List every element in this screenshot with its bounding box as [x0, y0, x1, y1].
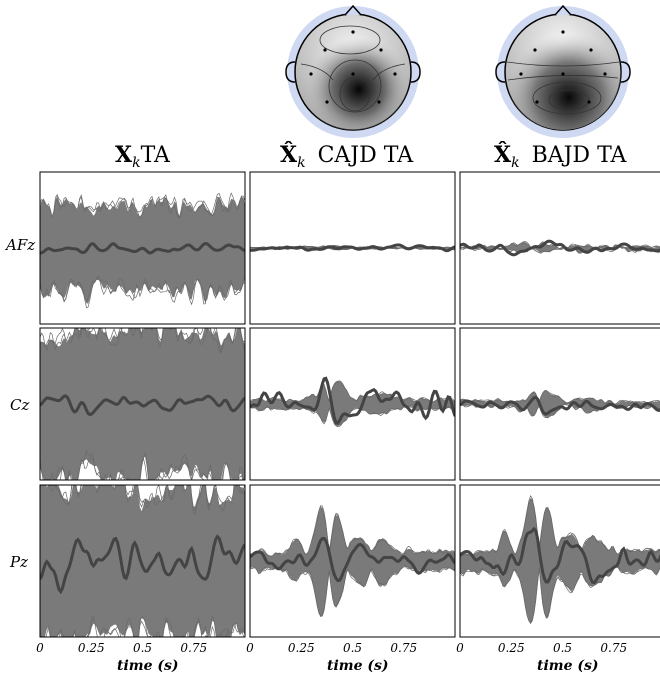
- x-axis-label-2: time (s): [537, 658, 599, 674]
- mean-line-pz-col2: [460, 526, 660, 585]
- col-title-0: XkTA: [115, 142, 171, 171]
- panel-grid: [39, 171, 660, 638]
- trial-line: [40, 485, 245, 515]
- trial-line: [40, 485, 245, 512]
- trial-line: [460, 245, 660, 254]
- x-tick-label: 0.75: [390, 641, 417, 655]
- band-pz-col1: [250, 507, 455, 616]
- mean-line-afz-col2: [460, 239, 660, 257]
- trial-line: [40, 449, 244, 480]
- x-axis-label-1: time (s): [327, 658, 389, 674]
- trial-line: [40, 456, 244, 480]
- mean-line-pz-col1: [250, 537, 455, 583]
- x-tick-label: 0.5: [553, 641, 572, 655]
- panel-cz-col0: [39, 327, 246, 481]
- topomap-cajd: [285, 4, 421, 138]
- panel-frame: [39, 171, 246, 325]
- mean-line-afz-col0: [40, 241, 245, 255]
- mean-line-cz-col0: [40, 394, 245, 417]
- trial-line: [250, 506, 455, 557]
- row-label-afz: AFz: [4, 236, 35, 254]
- x-tick-label: 0.5: [133, 641, 152, 655]
- panel-pz-col1: [249, 484, 456, 638]
- band-pz-col0: [40, 485, 245, 637]
- x-tick-label: 0.5: [343, 641, 362, 655]
- trial-line: [40, 276, 245, 306]
- trial-line: [40, 614, 244, 637]
- trial-line: [250, 566, 455, 617]
- panel-pz-col0: [39, 484, 246, 638]
- x-tick-label: 0.75: [180, 641, 207, 655]
- panel-cz-col2: [459, 327, 660, 481]
- panel-frame: [459, 484, 660, 638]
- panel-afz-col1: [249, 171, 456, 325]
- panel-afz-col0: [39, 171, 246, 325]
- trial-line: [460, 565, 660, 623]
- band-cz-col1: [250, 381, 455, 427]
- x-tick-label: 0.25: [78, 641, 105, 655]
- col-title-1: X̂k CAJD TA: [280, 142, 414, 171]
- panel-frame: [249, 484, 456, 638]
- mean-line-cz-col2: [460, 395, 660, 416]
- col-title-2: X̂k BAJD TA: [494, 142, 628, 171]
- panel-pz-col2: [459, 484, 660, 638]
- trial-line: [40, 328, 245, 355]
- mean-line-afz-col1: [250, 243, 455, 253]
- trial-line: [460, 565, 660, 625]
- row-label-pz: Pz: [9, 553, 28, 571]
- trial-line: [460, 390, 660, 405]
- x-tick-label: 0.25: [498, 641, 525, 655]
- band-afz-col2: [460, 242, 660, 253]
- panel-frame: [249, 327, 456, 481]
- row-label-cz: Cz: [10, 396, 29, 414]
- trial-line: [460, 494, 660, 557]
- topomap-bajd: [495, 4, 631, 138]
- panel-frame: [39, 484, 246, 638]
- mean-line-cz-col1: [250, 376, 455, 425]
- x-tick-label: 0: [456, 641, 464, 655]
- x-tick-label: 0: [246, 641, 254, 655]
- x-tick-label: 0.25: [288, 641, 315, 655]
- mean-line-pz-col0: [40, 534, 245, 595]
- panel-frame: [249, 171, 456, 325]
- trial-line: [40, 192, 245, 220]
- panel-frame: [459, 327, 660, 481]
- trial-line: [40, 328, 245, 354]
- panel-frame: [459, 171, 660, 325]
- x-tick-labels: 0 0.25 0.5 0.75 0 0.25 0.5 0.75 0 0.25 0.5 0.75: [36, 641, 627, 655]
- x-axis-label-0: time (s): [117, 658, 179, 674]
- trial-line: [40, 194, 245, 218]
- panel-afz-col2: [459, 171, 660, 325]
- panel-frame: [39, 327, 246, 481]
- x-tick-label: 0: [36, 641, 44, 655]
- x-tick-label: 0.75: [600, 641, 627, 655]
- band-cz-col2: [460, 391, 660, 417]
- panel-cz-col1: [249, 327, 456, 481]
